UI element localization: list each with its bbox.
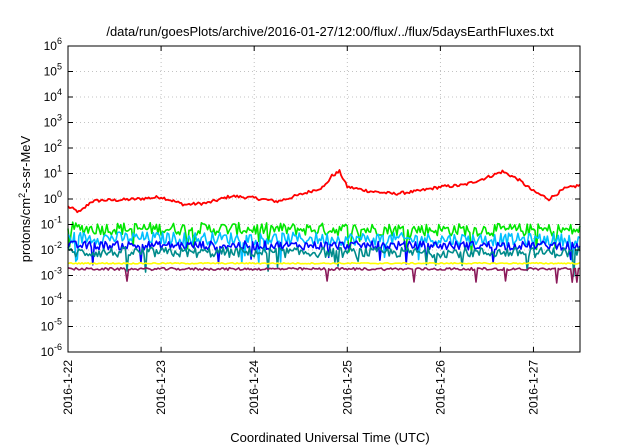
y-axis-label-rest: -s-sr-MeV — [18, 135, 33, 192]
series-line-1 — [67, 169, 581, 214]
y-axis-label-sup: 2 — [17, 193, 27, 198]
y-tick-label: 10-5 — [41, 317, 62, 334]
y-tick-label: 106 — [44, 36, 62, 53]
x-tick-label: 2016-1-23 — [154, 360, 168, 415]
x-tick-label: 2016-1-26 — [433, 360, 447, 415]
axes: 10-6 10-5 10-4 10-3 10-2 10-1 100 101 102 103 104 1… — [41, 36, 580, 415]
series-line-2 — [67, 221, 581, 254]
x-tick-label: 2016-1-25 — [340, 360, 354, 415]
series-line-7 — [67, 266, 581, 284]
y-tick-label: 100 — [44, 189, 62, 206]
y-tick-label: 104 — [44, 87, 62, 104]
y-tick-label: 10-4 — [41, 291, 62, 308]
y-tick-label: 105 — [44, 62, 62, 79]
chart-title: /data/run/goesPlots/archive/2016-01-27/1… — [106, 24, 554, 39]
y-tick-label: 10-2 — [41, 240, 62, 257]
y-tick-label: 10-1 — [41, 215, 62, 232]
y-tick-label: 103 — [44, 113, 62, 130]
x-axis-label: Coordinated Universal Time (UTC) — [230, 430, 429, 445]
y-tick-label: 10-3 — [41, 266, 62, 283]
series-line-6 — [67, 261, 581, 265]
x-tick-label: 2016-1-24 — [247, 360, 261, 415]
y-tick-label: 101 — [44, 164, 62, 181]
y-axis-label-base: protons/cm — [18, 198, 33, 262]
x-tick-label: 2016-1-22 — [61, 360, 75, 415]
series-group — [67, 169, 581, 284]
y-tick-label: 10-6 — [41, 342, 62, 359]
y-tick-label: 102 — [44, 138, 62, 155]
y-axis-label: protons/cm2-s-sr-MeV — [17, 135, 33, 262]
x-tick-label: 2016-1-27 — [526, 360, 540, 415]
series-line-5 — [67, 246, 581, 277]
series-line-3 — [67, 231, 581, 264]
